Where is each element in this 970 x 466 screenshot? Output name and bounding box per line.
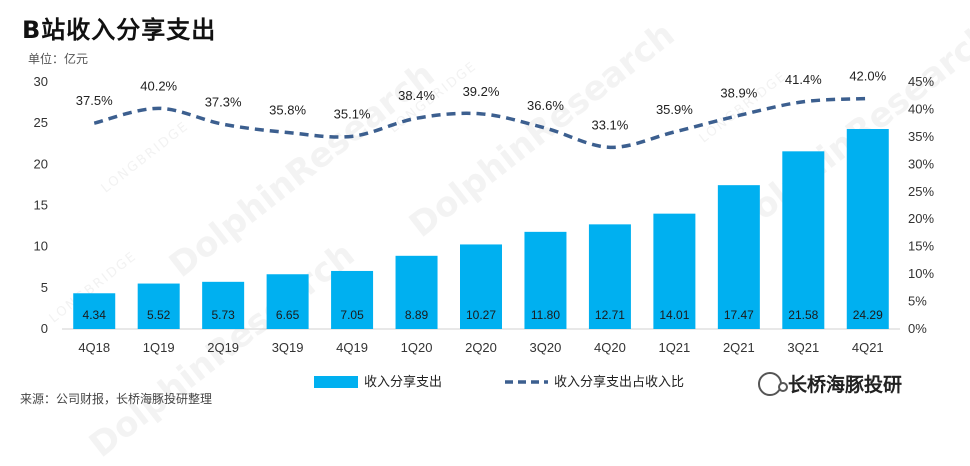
bar-value-label: 17.47 — [724, 308, 754, 322]
y-left-tick-label: 15 — [34, 198, 48, 213]
y-right-tick-label: 5% — [908, 294, 927, 309]
y-right-tick-label: 0% — [908, 321, 927, 336]
x-tick-label: 2Q20 — [465, 340, 497, 355]
bar-value-label: 5.73 — [211, 308, 235, 322]
bar-value-label: 24.29 — [853, 308, 883, 322]
x-tick-label: 3Q19 — [272, 340, 304, 355]
x-tick-label: 4Q20 — [594, 340, 626, 355]
y-left-tick-label: 20 — [34, 156, 48, 171]
x-tick-label: 4Q21 — [852, 340, 884, 355]
x-tick-label: 3Q20 — [530, 340, 562, 355]
x-tick-label: 4Q19 — [336, 340, 368, 355]
bar — [524, 231, 567, 329]
x-tick-label: 4Q18 — [78, 340, 110, 355]
y-right-tick-label: 20% — [908, 211, 934, 226]
y-right-tick-label: 25% — [908, 184, 934, 199]
y-right-tick-label: 40% — [908, 101, 934, 116]
wechat-icon — [758, 371, 788, 396]
line-value-label: 38.4% — [398, 88, 435, 103]
bar — [460, 244, 502, 329]
bar-value-label: 4.34 — [83, 308, 107, 322]
bar — [782, 151, 825, 329]
bar-value-label: 11.80 — [531, 308, 560, 322]
bar — [202, 281, 245, 329]
bar — [331, 270, 374, 329]
line-value-label: 33.1% — [591, 117, 628, 132]
ratio-line — [93, 96, 868, 150]
y-left-tick-label: 30 — [34, 74, 48, 89]
brand-logo: 长桥海豚投研 — [758, 370, 902, 397]
y-left-tick-label: 25 — [34, 115, 48, 130]
bar-value-label: 14.01 — [659, 308, 689, 322]
combo-chart: 0 5 10 15 20 25 30 0% 5% 10% 15% 20% 25% 30% 35% 40% 45%… — [34, 68, 935, 390]
brand-name: 长桥海豚投研 — [788, 374, 903, 396]
chart-title: B站收入分享支出 — [22, 16, 217, 44]
legend-line-label: 收入分享支出占收入比 — [554, 374, 684, 390]
legend-bar-label: 收入分享支出 — [364, 374, 442, 390]
bar-value-label: 10.27 — [466, 308, 496, 322]
line-value-label: 38.9% — [720, 85, 757, 100]
bar-value-label: 21.58 — [788, 308, 818, 322]
bar-value-label: 6.65 — [276, 308, 300, 322]
y-left-tick-label: 10 — [34, 239, 48, 254]
x-tick-label: 2Q21 — [723, 340, 755, 355]
x-tick-label: 3Q21 — [787, 340, 819, 355]
line-value-label: 35.8% — [269, 102, 306, 117]
y-right-tick-label: 45% — [908, 74, 934, 89]
bar — [395, 255, 438, 329]
line-value-label: 37.5% — [76, 93, 113, 108]
x-tick-label: 1Q20 — [401, 340, 433, 355]
x-tick-label: 1Q19 — [143, 340, 175, 355]
legend-bar-swatch — [314, 376, 358, 388]
bar-value-label: 8.89 — [405, 308, 429, 322]
unit-label: 单位：亿元 — [28, 52, 89, 66]
bar — [266, 274, 309, 329]
bar-value-label: 7.05 — [340, 308, 364, 322]
line-value-label: 35.1% — [334, 106, 371, 121]
line-value-label: 40.2% — [140, 78, 177, 93]
x-tick-label: 2Q19 — [207, 340, 239, 355]
bar-value-label: 5.52 — [147, 308, 171, 322]
bar — [73, 293, 116, 329]
source-note: 来源：公司财报，长桥海豚投研整理 — [20, 392, 213, 406]
bar-value-label: 12.71 — [595, 308, 625, 322]
line-value-label: 37.3% — [205, 94, 242, 109]
line-value-label: 42.0% — [849, 68, 886, 83]
bar — [653, 213, 696, 329]
x-tick-label: 1Q21 — [658, 340, 690, 355]
bar — [846, 129, 889, 329]
y-right-tick-label: 10% — [908, 266, 934, 281]
line-value-label: 41.4% — [785, 72, 822, 87]
y-left-tick-label: 5 — [41, 280, 48, 295]
bar — [717, 185, 760, 329]
y-right-tick-label: 30% — [908, 156, 934, 171]
bar — [588, 224, 631, 329]
y-right-tick-label: 15% — [908, 239, 934, 254]
y-left-tick-label: 0 — [41, 321, 48, 336]
line-value-label: 39.2% — [463, 84, 500, 99]
y-right-tick-label: 35% — [908, 129, 934, 144]
line-value-label: 36.6% — [527, 98, 564, 113]
line-value-label: 35.9% — [656, 102, 693, 117]
bar — [137, 283, 180, 329]
